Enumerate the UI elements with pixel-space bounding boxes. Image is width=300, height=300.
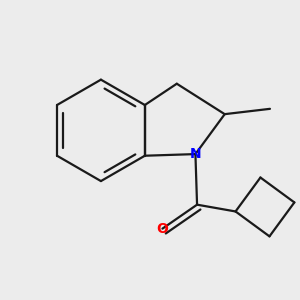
Text: O: O (157, 222, 168, 236)
Text: N: N (190, 147, 201, 161)
